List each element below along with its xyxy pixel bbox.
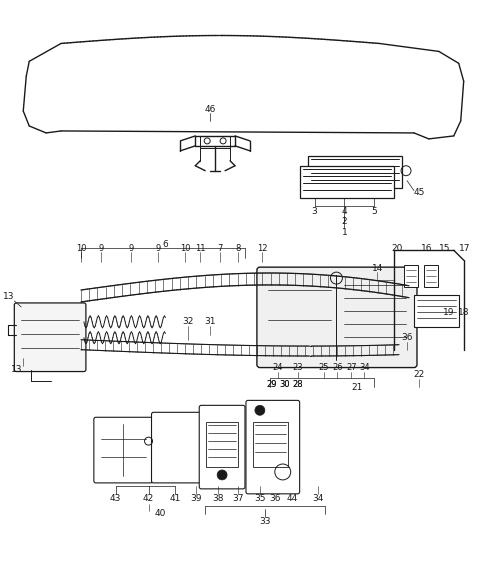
Text: 23: 23 [292,363,303,372]
Text: 44: 44 [286,495,297,503]
Text: 14: 14 [372,264,383,272]
Bar [414,295,459,327]
Text: 27: 27 [346,363,357,372]
Text: 37: 37 [232,495,244,503]
Bar [206,423,238,467]
Text: 34: 34 [359,363,370,372]
Text: 10: 10 [180,244,191,253]
Text: 35: 35 [254,495,265,503]
Text: 33: 33 [259,517,271,526]
Text: 20: 20 [391,244,403,253]
Text: 9: 9 [156,244,161,253]
Text: 13: 13 [2,292,14,301]
Text: 2: 2 [342,217,347,226]
Text: 3: 3 [312,207,317,216]
Text: 42: 42 [143,495,154,503]
Text: 32: 32 [182,318,194,326]
Text: 22: 22 [413,370,425,379]
Text: 40: 40 [155,509,166,518]
Text: 9: 9 [128,244,133,253]
Text: 34: 34 [312,495,323,503]
FancyBboxPatch shape [94,417,153,483]
FancyBboxPatch shape [14,303,86,372]
Circle shape [217,470,227,480]
Text: 12: 12 [257,244,267,253]
Text: 25: 25 [318,363,329,372]
Text: 45: 45 [413,188,425,197]
FancyBboxPatch shape [246,400,300,494]
Text: 15: 15 [439,244,451,253]
Bar [424,265,438,287]
Text: 31: 31 [204,318,216,326]
Text: 26: 26 [332,363,343,372]
Text: 5: 5 [372,207,377,216]
Bar [253,423,288,467]
Text: 30: 30 [279,380,290,389]
Text: 29: 29 [266,380,277,389]
Bar [308,156,402,188]
Text: 38: 38 [212,495,224,503]
Bar [300,166,394,197]
Text: 11: 11 [195,244,205,253]
Text: 1: 1 [341,228,347,237]
Text: 8: 8 [235,244,240,253]
Text: 16: 16 [421,244,432,253]
FancyBboxPatch shape [152,413,205,483]
Circle shape [255,406,265,415]
FancyBboxPatch shape [199,406,245,489]
Text: 17: 17 [459,244,470,253]
Text: 13: 13 [11,365,22,374]
Text: 29: 29 [266,380,277,389]
Text: 24: 24 [273,363,283,372]
Text: 18: 18 [458,308,469,318]
Text: 21: 21 [352,383,363,392]
Text: 30: 30 [279,380,290,389]
Text: 7: 7 [217,244,223,253]
FancyBboxPatch shape [257,267,417,367]
Text: 28: 28 [292,380,303,389]
Text: 36: 36 [401,333,413,342]
Bar [404,265,418,287]
Text: 36: 36 [269,495,280,503]
Text: 43: 43 [110,495,121,503]
Text: 46: 46 [204,104,216,114]
Text: 19: 19 [443,308,455,318]
Text: 41: 41 [170,495,181,503]
Text: 9: 9 [98,244,103,253]
Text: 39: 39 [191,495,202,503]
Text: 28: 28 [292,380,303,389]
Text: 4: 4 [342,207,347,216]
Text: 6: 6 [163,240,168,249]
Text: 10: 10 [76,244,86,253]
